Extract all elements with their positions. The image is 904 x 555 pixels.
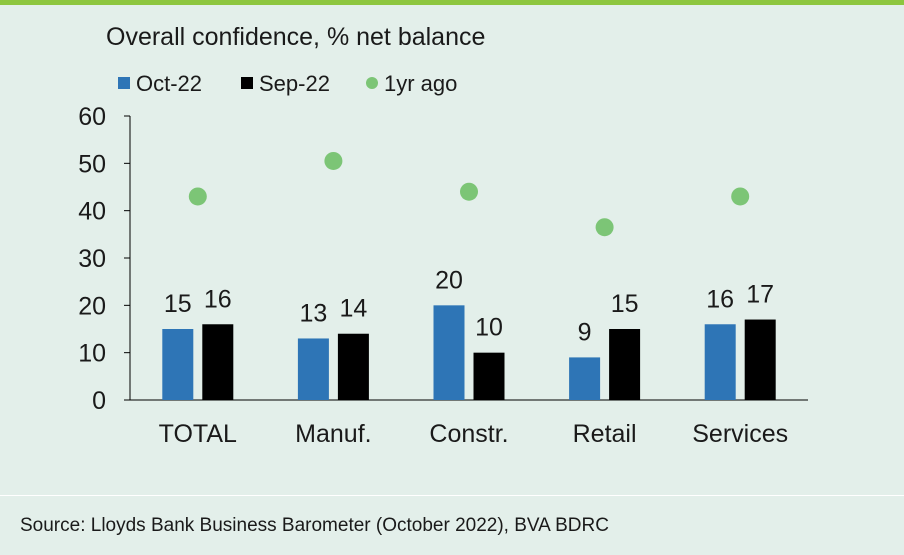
data-label: 9 bbox=[578, 318, 592, 346]
point-1yr-ago-1 bbox=[324, 151, 343, 170]
legend-swatch-0 bbox=[118, 77, 130, 89]
top-accent-rule bbox=[0, 0, 904, 5]
footer-divider bbox=[0, 495, 904, 496]
y-tick-label: 10 bbox=[78, 340, 106, 368]
x-tick-label: TOTAL bbox=[159, 420, 237, 448]
point-1yr-ago-4 bbox=[731, 187, 750, 206]
y-tick-label: 20 bbox=[78, 292, 106, 320]
bar-0-3 bbox=[569, 357, 601, 400]
data-label: 20 bbox=[435, 266, 463, 294]
point-1yr-ago-0 bbox=[188, 187, 207, 206]
legend-swatch-2 bbox=[366, 77, 378, 89]
data-label: 14 bbox=[339, 295, 367, 323]
legend-label-1: Sep-22 bbox=[259, 71, 330, 96]
legend-label-2: 1yr ago bbox=[384, 71, 457, 96]
bar-1-1 bbox=[337, 333, 369, 400]
y-tick-label: 50 bbox=[78, 150, 106, 178]
x-tick-label: Services bbox=[692, 420, 788, 448]
bar-1-3 bbox=[609, 329, 641, 400]
y-axis: 0 10 20 30 40 50 60 bbox=[78, 103, 131, 415]
x-axis: TOTAL Manuf. Constr. Retail Services bbox=[130, 399, 808, 448]
bars bbox=[162, 305, 776, 400]
x-tick-label: Constr. bbox=[429, 420, 508, 448]
point-1yr-ago-2 bbox=[460, 182, 478, 201]
point-1yr-ago-3 bbox=[595, 218, 614, 237]
legend-swatch-1 bbox=[241, 77, 253, 89]
x-tick-label: Retail bbox=[573, 420, 637, 448]
data-label: 10 bbox=[475, 314, 503, 342]
bar-0-1 bbox=[297, 338, 329, 400]
chart-title: Overall confidence, % net balance bbox=[106, 23, 485, 51]
data-label: 15 bbox=[164, 290, 192, 318]
bar-1-2 bbox=[473, 352, 505, 400]
legend-label-0: Oct-22 bbox=[136, 71, 202, 96]
bar-0-2 bbox=[433, 305, 465, 400]
y-tick-label: 60 bbox=[78, 103, 106, 131]
bar-1-4 bbox=[744, 319, 776, 400]
bar-chart: Overall confidence, % net balance Oct-22… bbox=[78, 23, 808, 448]
data-label: 13 bbox=[299, 299, 327, 327]
data-label: 16 bbox=[204, 285, 232, 313]
data-label: 17 bbox=[746, 281, 774, 309]
y-tick-label: 0 bbox=[92, 387, 106, 415]
bar-0-4 bbox=[704, 324, 736, 400]
x-tick-label: Manuf. bbox=[295, 420, 371, 448]
bar-0-0 bbox=[162, 329, 194, 400]
points bbox=[188, 151, 750, 237]
bar-1-0 bbox=[202, 324, 234, 400]
data-labels: 15 13 20 9 16 16 14 10 15 17 bbox=[164, 266, 774, 346]
source-note: Source: Lloyds Bank Business Barometer (… bbox=[20, 515, 609, 536]
data-label: 15 bbox=[611, 290, 639, 318]
y-tick-label: 30 bbox=[78, 245, 106, 273]
data-label: 16 bbox=[706, 285, 734, 313]
y-tick-label: 40 bbox=[78, 198, 106, 226]
legend: Oct-22 Sep-22 1yr ago bbox=[118, 71, 457, 96]
